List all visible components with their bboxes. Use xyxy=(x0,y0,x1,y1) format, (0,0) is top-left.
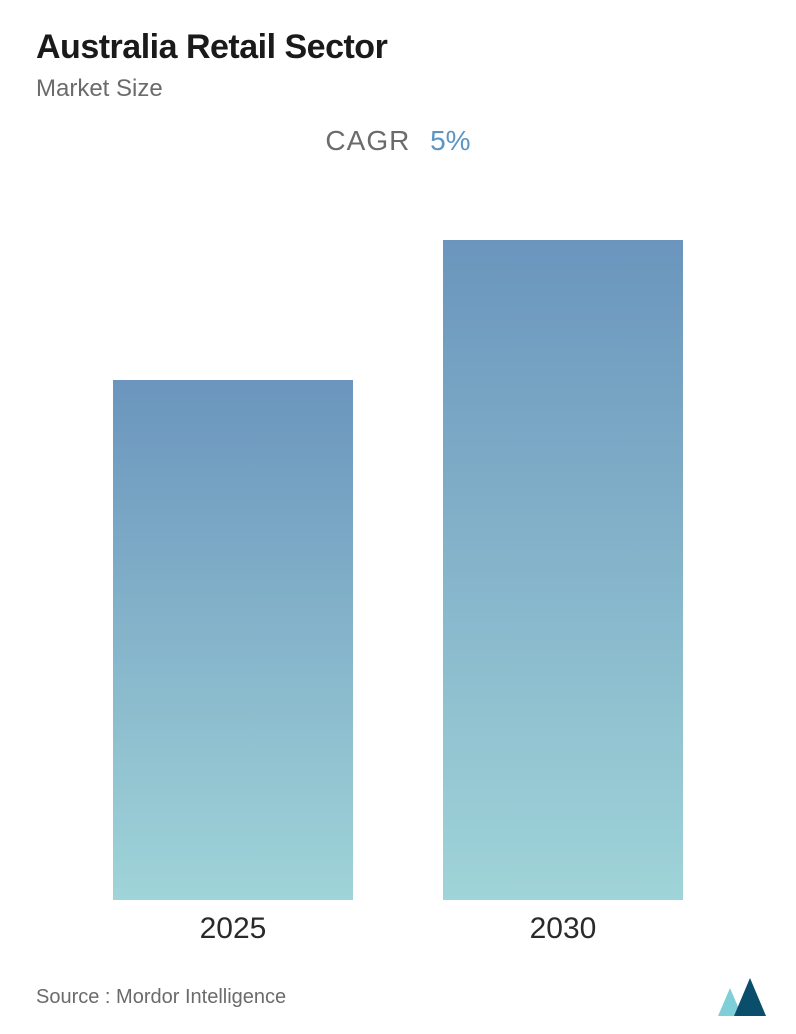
x-label-2025: 2025 xyxy=(113,912,353,946)
bar-2025 xyxy=(113,380,353,900)
page-title: Australia Retail Sector xyxy=(36,28,760,67)
bars-container xyxy=(0,200,796,900)
cagr-label: CAGR xyxy=(325,125,410,156)
cagr-row: CAGR 5% xyxy=(0,125,796,157)
brand-logo-icon xyxy=(718,978,772,1016)
source-label: Source : xyxy=(36,986,110,1008)
x-label-2030: 2030 xyxy=(443,912,683,946)
cagr-value: 5% xyxy=(430,125,470,156)
bar-2030 xyxy=(443,240,683,900)
header: Australia Retail Sector Market Size xyxy=(0,0,796,103)
chart-area xyxy=(0,200,796,900)
x-axis-labels: 2025 2030 xyxy=(0,912,796,946)
source-value: Mordor Intelligence xyxy=(116,986,286,1008)
source-attribution: Source : Mordor Intelligence xyxy=(36,986,286,1009)
page-subtitle: Market Size xyxy=(36,75,760,103)
footer: Source : Mordor Intelligence xyxy=(36,978,772,1016)
